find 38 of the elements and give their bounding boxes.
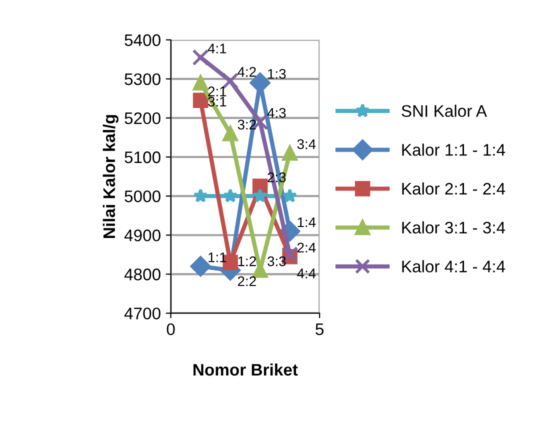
x-tick-label: 5 bbox=[316, 324, 324, 336]
point bbox=[222, 126, 238, 142]
point bbox=[282, 145, 298, 161]
annotation: 2:4 bbox=[297, 242, 316, 252]
annotation: 2:1 bbox=[208, 86, 226, 96]
legend-label: SNI Kalor A bbox=[402, 104, 488, 117]
point bbox=[282, 188, 298, 203]
point bbox=[192, 75, 208, 90]
annotation: 1:2 bbox=[238, 256, 256, 266]
annotation: 4:4 bbox=[297, 268, 316, 278]
y-tick-label: 4700 bbox=[124, 308, 160, 320]
legend-label: Kalor 3:1 - 3:4 bbox=[402, 221, 506, 234]
annotation: 3:4 bbox=[297, 139, 316, 150]
legend-label: Kalor 1:1 - 1:4 bbox=[402, 144, 506, 156]
legend-label: Kalor 2:1 - 2:4 bbox=[402, 182, 506, 195]
x-axis-title: Nomor Briket bbox=[194, 363, 298, 376]
annotation: 4:2 bbox=[238, 67, 256, 77]
x-tick-label: 0 bbox=[166, 323, 175, 336]
y-tick-label: 4800 bbox=[124, 268, 160, 280]
annotation: 1:4 bbox=[298, 217, 316, 228]
legend-label: Kalor 4:1 - 4:4 bbox=[402, 260, 506, 272]
y-tick-label: 5400 bbox=[124, 34, 160, 46]
point bbox=[252, 178, 268, 194]
annotation: 2:2 bbox=[238, 276, 256, 286]
point bbox=[192, 92, 208, 108]
y-tick-label: 5000 bbox=[124, 190, 160, 202]
annotation: 2:3 bbox=[268, 172, 286, 182]
y-axis-title: Nilai Kalor kal/g bbox=[102, 115, 118, 238]
annotation: 4:1 bbox=[208, 44, 226, 54]
point bbox=[193, 188, 208, 203]
annotation: 1:3 bbox=[268, 68, 286, 79]
point bbox=[252, 188, 268, 203]
point bbox=[192, 49, 209, 66]
point bbox=[222, 188, 238, 203]
y-tick-label: 5200 bbox=[124, 112, 160, 124]
y-tick-label: 4900 bbox=[124, 230, 160, 242]
y-tick-label: 5300 bbox=[124, 73, 160, 86]
y-tick-label: 5100 bbox=[124, 151, 160, 164]
